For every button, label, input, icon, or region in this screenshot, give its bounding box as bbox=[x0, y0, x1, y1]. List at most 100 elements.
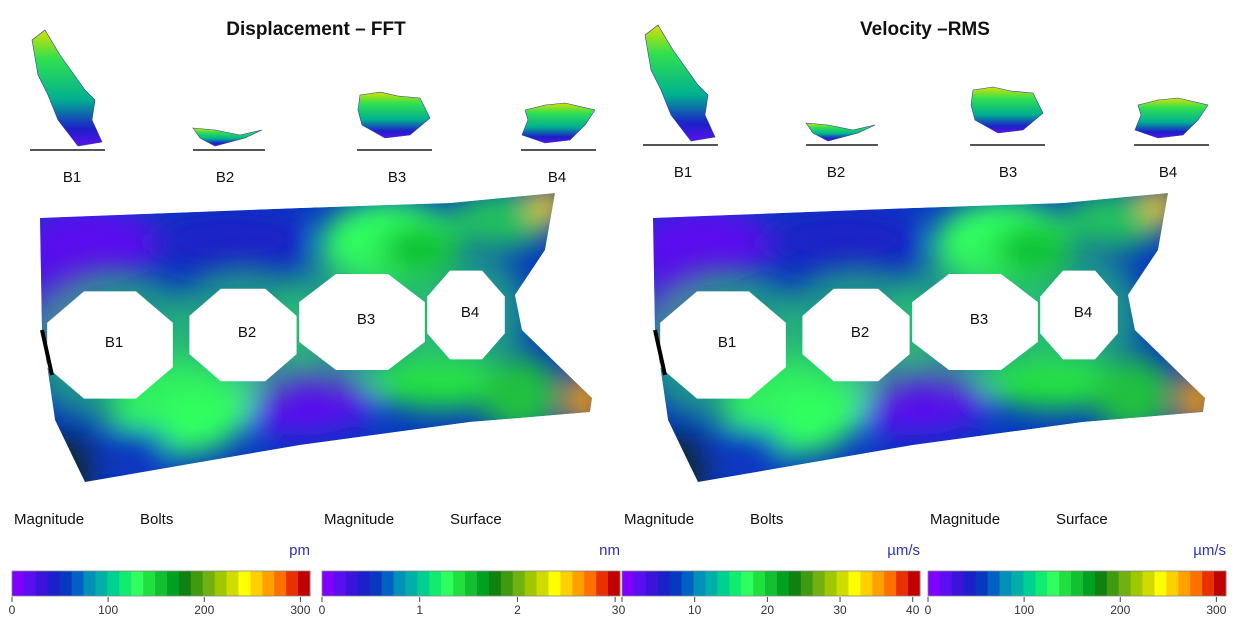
colorbar-swatch bbox=[753, 571, 766, 596]
hole-label: B4 bbox=[461, 304, 479, 321]
colorbar-swatch bbox=[788, 571, 802, 596]
colorbar-swatch bbox=[322, 571, 335, 596]
colorbar-swatch bbox=[274, 571, 287, 596]
legend-label: Magnitude bbox=[624, 511, 694, 528]
colorbar-swatch bbox=[524, 571, 538, 596]
hole-label: B1 bbox=[105, 334, 123, 351]
contour-region bbox=[763, 210, 923, 270]
colorbar-swatch bbox=[250, 571, 263, 596]
legend-label: Magnitude bbox=[930, 511, 1000, 528]
colorbar-swatch bbox=[584, 571, 597, 596]
colorbar-swatch bbox=[939, 571, 953, 596]
colorbar-swatch bbox=[1118, 571, 1132, 596]
legend-label: Magnitude bbox=[14, 511, 84, 528]
panel-title: Displacement – FFT bbox=[226, 19, 406, 40]
legend-part: Bolts bbox=[750, 511, 783, 528]
hole-label: B2 bbox=[238, 324, 256, 341]
colorbar-swatch bbox=[357, 571, 371, 596]
colorbar-swatch bbox=[345, 571, 359, 596]
plate-edge bbox=[40, 329, 54, 376]
bolt-shape bbox=[192, 127, 263, 147]
colorbar-swatch bbox=[35, 571, 49, 596]
colorbar-swatch bbox=[488, 571, 502, 596]
legend-unit: µm/s bbox=[1193, 542, 1226, 559]
colorbar-swatch bbox=[645, 571, 659, 596]
colorbar-swatch bbox=[729, 571, 742, 596]
hole bbox=[1040, 270, 1118, 360]
colorbar-tick-label: 100 bbox=[1014, 603, 1034, 617]
hole-label: B1 bbox=[718, 334, 736, 351]
colorbar-swatch bbox=[622, 571, 635, 596]
colorbar-swatch bbox=[657, 571, 671, 596]
legend-part: Surface bbox=[450, 511, 502, 528]
hole bbox=[802, 288, 910, 382]
colorbar-tick-label: 3 bbox=[612, 603, 619, 617]
colorbar-swatch bbox=[963, 571, 977, 596]
contour-region bbox=[90, 425, 170, 475]
colorbar-swatch bbox=[776, 571, 790, 596]
panel-title: Velocity –RMS bbox=[860, 19, 990, 40]
colorbar-swatch bbox=[1071, 571, 1084, 596]
legend-part: Surface bbox=[1056, 511, 1108, 528]
colorbar-swatch bbox=[47, 571, 61, 596]
colorbar-swatch bbox=[298, 571, 311, 596]
colorbar-swatch bbox=[536, 571, 549, 596]
panel: Displacement – FFT B1 B2 B3 B4 B1 B2 B3 B4 Magnit… bbox=[9, 19, 621, 617]
colorbar-swatch bbox=[500, 571, 514, 596]
colorbar-tick-label: 40 bbox=[906, 603, 920, 617]
colorbar-swatch bbox=[131, 571, 144, 596]
colorbar-swatch bbox=[1166, 571, 1179, 596]
colorbar-swatch bbox=[951, 571, 965, 596]
colorbar-tick-label: 0 bbox=[9, 603, 16, 617]
colorbar-swatch bbox=[190, 571, 204, 596]
colorbar-swatch bbox=[987, 571, 1001, 596]
colorbar-swatch bbox=[705, 571, 718, 596]
colorbar-swatch bbox=[155, 571, 168, 596]
hole bbox=[427, 270, 505, 360]
colorbar-tick-label: 300 bbox=[1206, 603, 1226, 617]
colorbar-swatch bbox=[1142, 571, 1155, 596]
colorbar-swatch bbox=[560, 571, 573, 596]
colorbar-swatch bbox=[262, 571, 275, 596]
colorbar-tick-label: 200 bbox=[194, 603, 214, 617]
colorbar-tick-label: 300 bbox=[290, 603, 310, 617]
colorbar-swatch bbox=[476, 571, 490, 596]
hole bbox=[189, 288, 297, 382]
colorbar-swatch bbox=[381, 571, 395, 596]
bolt-label: B3 bbox=[388, 169, 406, 186]
plate-edge bbox=[653, 329, 667, 376]
bolt-shape bbox=[357, 91, 431, 139]
colorbar-tick-label: 0 bbox=[925, 603, 932, 617]
colorbar-swatch bbox=[1214, 571, 1227, 596]
legend-label: Magnitude bbox=[324, 511, 394, 528]
colorbar-frame bbox=[11, 570, 311, 597]
colorbar-swatch bbox=[717, 571, 730, 596]
colorbar-swatch bbox=[71, 571, 85, 596]
hole-label: B3 bbox=[970, 311, 988, 328]
colorbar-swatch bbox=[1011, 571, 1024, 596]
colorbar-swatch bbox=[441, 571, 454, 596]
legend-unit: µm/s bbox=[887, 542, 920, 559]
hole bbox=[47, 291, 173, 399]
colorbar-swatch bbox=[872, 571, 885, 596]
colorbar-frame bbox=[927, 570, 1227, 597]
colorbar-swatch bbox=[417, 571, 430, 596]
colorbar-swatch bbox=[23, 571, 37, 596]
colorbar-swatch bbox=[1178, 571, 1191, 596]
bolt-label: B1 bbox=[63, 169, 81, 186]
colorbar-swatch bbox=[633, 571, 647, 596]
colorbar-swatch bbox=[119, 571, 132, 596]
colorbar-tick-label: 10 bbox=[688, 603, 702, 617]
colorbar-swatch bbox=[596, 571, 609, 596]
colorbar-swatch bbox=[693, 571, 706, 596]
colorbar-swatch bbox=[975, 571, 989, 596]
colorbar-swatch bbox=[83, 571, 96, 596]
colorbar-swatch bbox=[226, 571, 239, 596]
colorbar-tick-label: 100 bbox=[98, 603, 118, 617]
bolt-shape bbox=[644, 24, 716, 142]
bolt-label: B4 bbox=[548, 169, 566, 186]
colorbar-swatch bbox=[166, 571, 180, 596]
colorbar-swatch bbox=[669, 571, 683, 596]
bolt-shape bbox=[970, 86, 1044, 134]
colorbar-swatch bbox=[107, 571, 120, 596]
